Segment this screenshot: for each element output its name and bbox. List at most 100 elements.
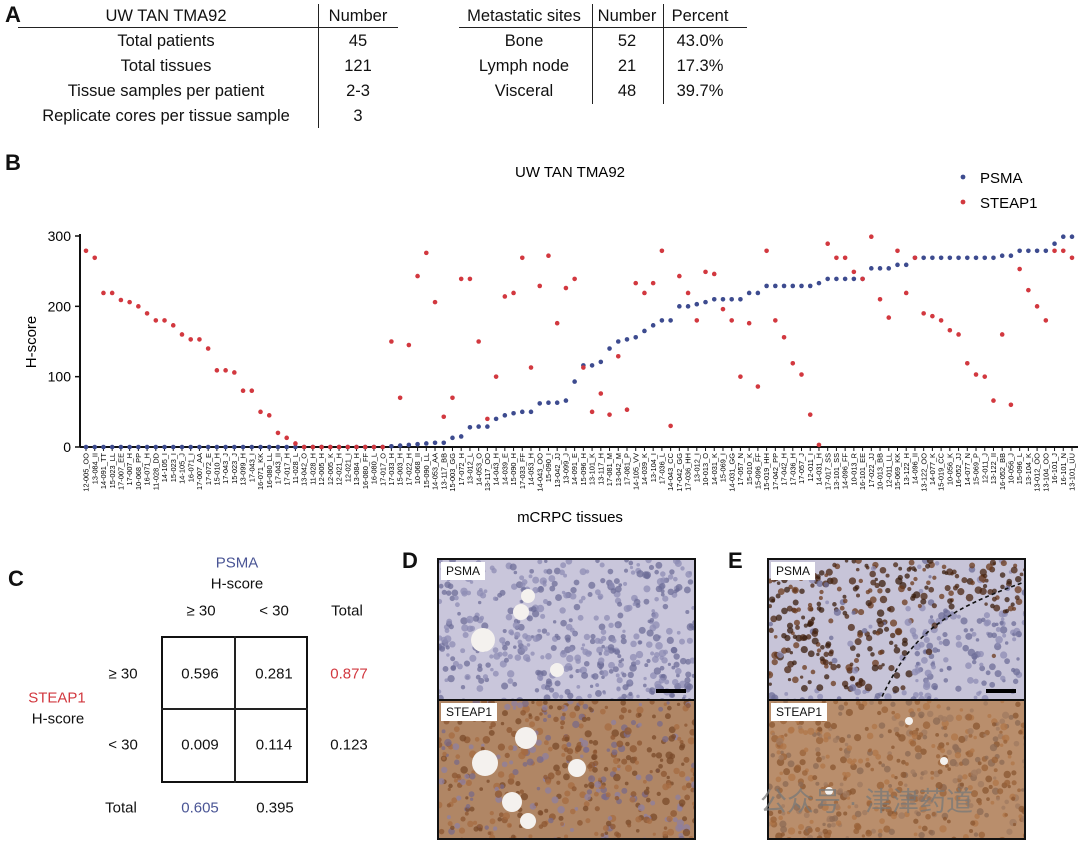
data-point-psma [162, 444, 167, 450]
x-tick-label: 12-021_H [335, 453, 344, 485]
data-point-psma [895, 262, 900, 268]
panel-label-c: C [8, 566, 24, 591]
data-point-psma [886, 266, 892, 271]
y-tick-label: 200 [48, 298, 72, 314]
table-cell: 2-3 [346, 82, 370, 100]
data-point-psma [790, 283, 796, 289]
data-point-steap1 [912, 255, 918, 261]
ihc-image-e-steap1: STEAP1 [767, 699, 1026, 840]
data-point-steap1 [947, 327, 953, 333]
x-tick-label: 17-072_H [457, 453, 466, 485]
row-header: Total [105, 799, 137, 817]
x-tick-label: 13-117_BB [439, 453, 448, 490]
row-total: 0.123 [330, 736, 368, 754]
x-tick-label: 15-023_LL [108, 453, 117, 488]
data-point-steap1 [528, 365, 534, 370]
ihc-image-d-steap1: STEAP1 [437, 699, 696, 840]
cell-value: 0.009 [181, 736, 219, 754]
x-tick-label: 15-096_H [579, 453, 588, 485]
stain-label: PSMA [441, 562, 486, 580]
data-point-steap1 [781, 334, 787, 340]
x-tick-label: 13-104_K [1024, 453, 1033, 485]
x-tick-label: 13-122_H [902, 453, 911, 485]
data-point-steap1 [834, 255, 839, 261]
row-header: < 30 [108, 736, 138, 754]
data-point-psma [188, 444, 194, 450]
row-title-steap1: STEAP1 [28, 689, 86, 707]
data-point-psma [502, 413, 508, 418]
x-tick-label: 17-042_GG [675, 453, 684, 492]
data-point-steap1 [563, 285, 569, 291]
data-point-psma [807, 283, 813, 289]
data-point-steap1 [92, 255, 98, 261]
x-tick-label: 17-022_JJ [867, 453, 876, 488]
data-point-steap1 [903, 290, 909, 296]
data-point-steap1 [223, 368, 228, 373]
data-point-psma [738, 297, 743, 302]
data-point-steap1 [799, 372, 804, 377]
panel-label-e: E [728, 548, 743, 573]
x-tick-label: 10-013_R [849, 453, 858, 485]
y-axis-label: H-score [23, 316, 40, 369]
column-title-psma: PSMA [215, 554, 259, 572]
data-point-psma [109, 444, 115, 450]
legend-label-steap1: STEAP1 [980, 195, 1038, 212]
table-cell: 48 [617, 82, 637, 100]
data-point-psma [1034, 248, 1040, 254]
data-point-psma [755, 290, 761, 296]
data-point-steap1 [109, 290, 115, 296]
x-tick-label: 10-056_J [1007, 453, 1016, 484]
x-tick-label: 14-105_VV [631, 453, 640, 490]
data-point-psma [694, 301, 700, 307]
data-point-psma [1043, 248, 1049, 254]
data-point-steap1 [467, 276, 473, 282]
x-tick-label: 14-053_O [474, 453, 483, 486]
x-tick-label: 10-013_O [701, 453, 710, 486]
column-header: ≥ 30 [186, 602, 216, 620]
data-point-steap1 [432, 299, 438, 305]
x-tick-label: 15-010_K [745, 453, 754, 485]
x-tick-label: 14-096_II [911, 453, 920, 484]
data-point-psma [930, 255, 935, 261]
x-tick-label: 17-017_H [282, 453, 291, 485]
table-cell: 21 [617, 57, 637, 75]
table-header: Metastatic sites [467, 7, 581, 25]
data-point-steap1 [738, 374, 743, 379]
x-tick-label: 17-033_FF [518, 453, 527, 490]
data-point-steap1 [153, 318, 159, 323]
x-tick-label: 16-080_LL [265, 453, 274, 488]
x-tick-label: 15-003_GG [448, 453, 457, 492]
x-tick-label: 16-080_L [370, 453, 379, 484]
table-cell: Bone [504, 32, 544, 50]
cell-value: 0.596 [181, 665, 219, 683]
x-tick-label: 13-101_UU [1068, 453, 1077, 491]
x-tick-label: 15-096_L [1015, 453, 1024, 484]
data-point-steap1 [999, 332, 1005, 337]
column-header: < 30 [259, 602, 289, 620]
data-point-steap1 [938, 318, 944, 323]
data-point-psma [563, 398, 569, 403]
data-point-psma [589, 363, 595, 368]
x-tick-label: 14-043_H [492, 453, 501, 485]
column-header: Total [331, 602, 363, 620]
ihc-image-d-psma: PSMA [437, 558, 696, 701]
data-point-steap1 [677, 273, 682, 279]
data-point-steap1 [424, 250, 429, 256]
data-point-steap1 [1026, 287, 1031, 293]
x-tick-label: 13-012_OO [1033, 453, 1042, 492]
x-tick-label: 16-080_FF [361, 453, 370, 490]
x-tick-label: 17-057_N [736, 453, 745, 485]
data-point-psma [240, 444, 246, 450]
data-point-steap1 [179, 332, 185, 337]
x-tick-label: 13-042_JJ [553, 453, 562, 488]
data-point-psma [572, 379, 577, 384]
data-point-psma [415, 441, 420, 447]
data-point-steap1 [860, 276, 865, 282]
data-point-psma [1017, 248, 1022, 254]
x-tick-label: 16-071_KK [256, 453, 265, 490]
data-point-steap1 [790, 361, 796, 366]
data-point-steap1 [197, 337, 202, 342]
x-tick-label: 14-053_H [527, 453, 536, 485]
data-point-psma [842, 276, 848, 282]
scale-bar [986, 689, 1016, 693]
